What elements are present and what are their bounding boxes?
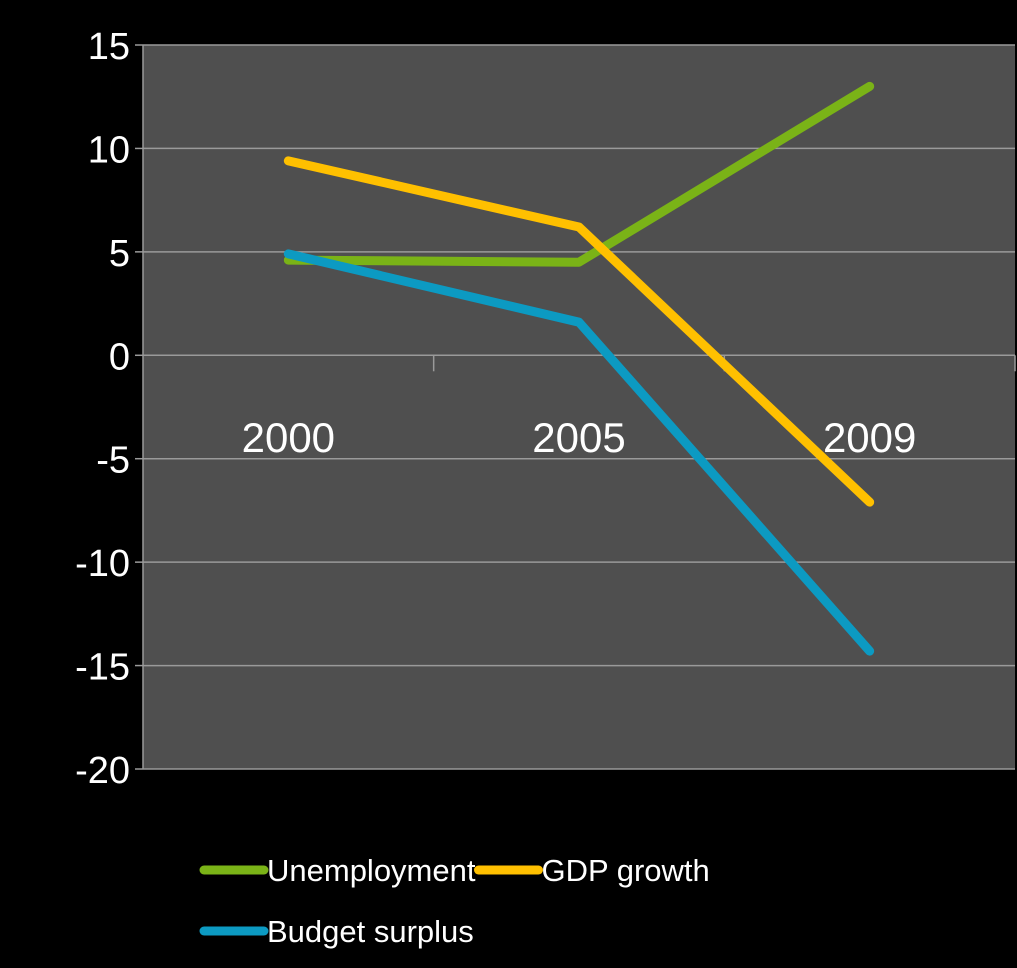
y-tick-label: 15 (88, 26, 130, 68)
legend-label-budget-surplus: Budget surplus (267, 914, 474, 949)
x-tick-label: 2005 (532, 414, 625, 461)
plot-area (143, 45, 1015, 769)
y-tick-label: 0 (109, 336, 130, 378)
y-tick-label: -10 (75, 543, 130, 585)
legend-label-gdp-growth: GDP growth (541, 853, 709, 888)
legend: Unemployment GDP growth Budget surplus (199, 853, 710, 949)
y-tick-label: -20 (75, 750, 130, 792)
series-line-budget-surplus (283, 249, 875, 656)
x-axis-ticks: 2000 2005 2009 (242, 414, 917, 461)
y-tick-label: 10 (88, 129, 130, 171)
series-lines (283, 81, 875, 656)
y-tick-label: -5 (96, 440, 130, 482)
y-tick-label: 5 (109, 233, 130, 275)
series-line-gdp-growth (283, 156, 875, 507)
y-tick-label: -15 (75, 647, 130, 689)
legend-label-unemployment: Unemployment (267, 853, 476, 888)
series-line-unemployment (283, 81, 875, 267)
x-tick-label: 2009 (823, 414, 916, 461)
x-tick-label: 2000 (242, 414, 335, 461)
y-axis-ticks: 15 10 5 0 -5 -10 -15 -20 (75, 26, 130, 792)
